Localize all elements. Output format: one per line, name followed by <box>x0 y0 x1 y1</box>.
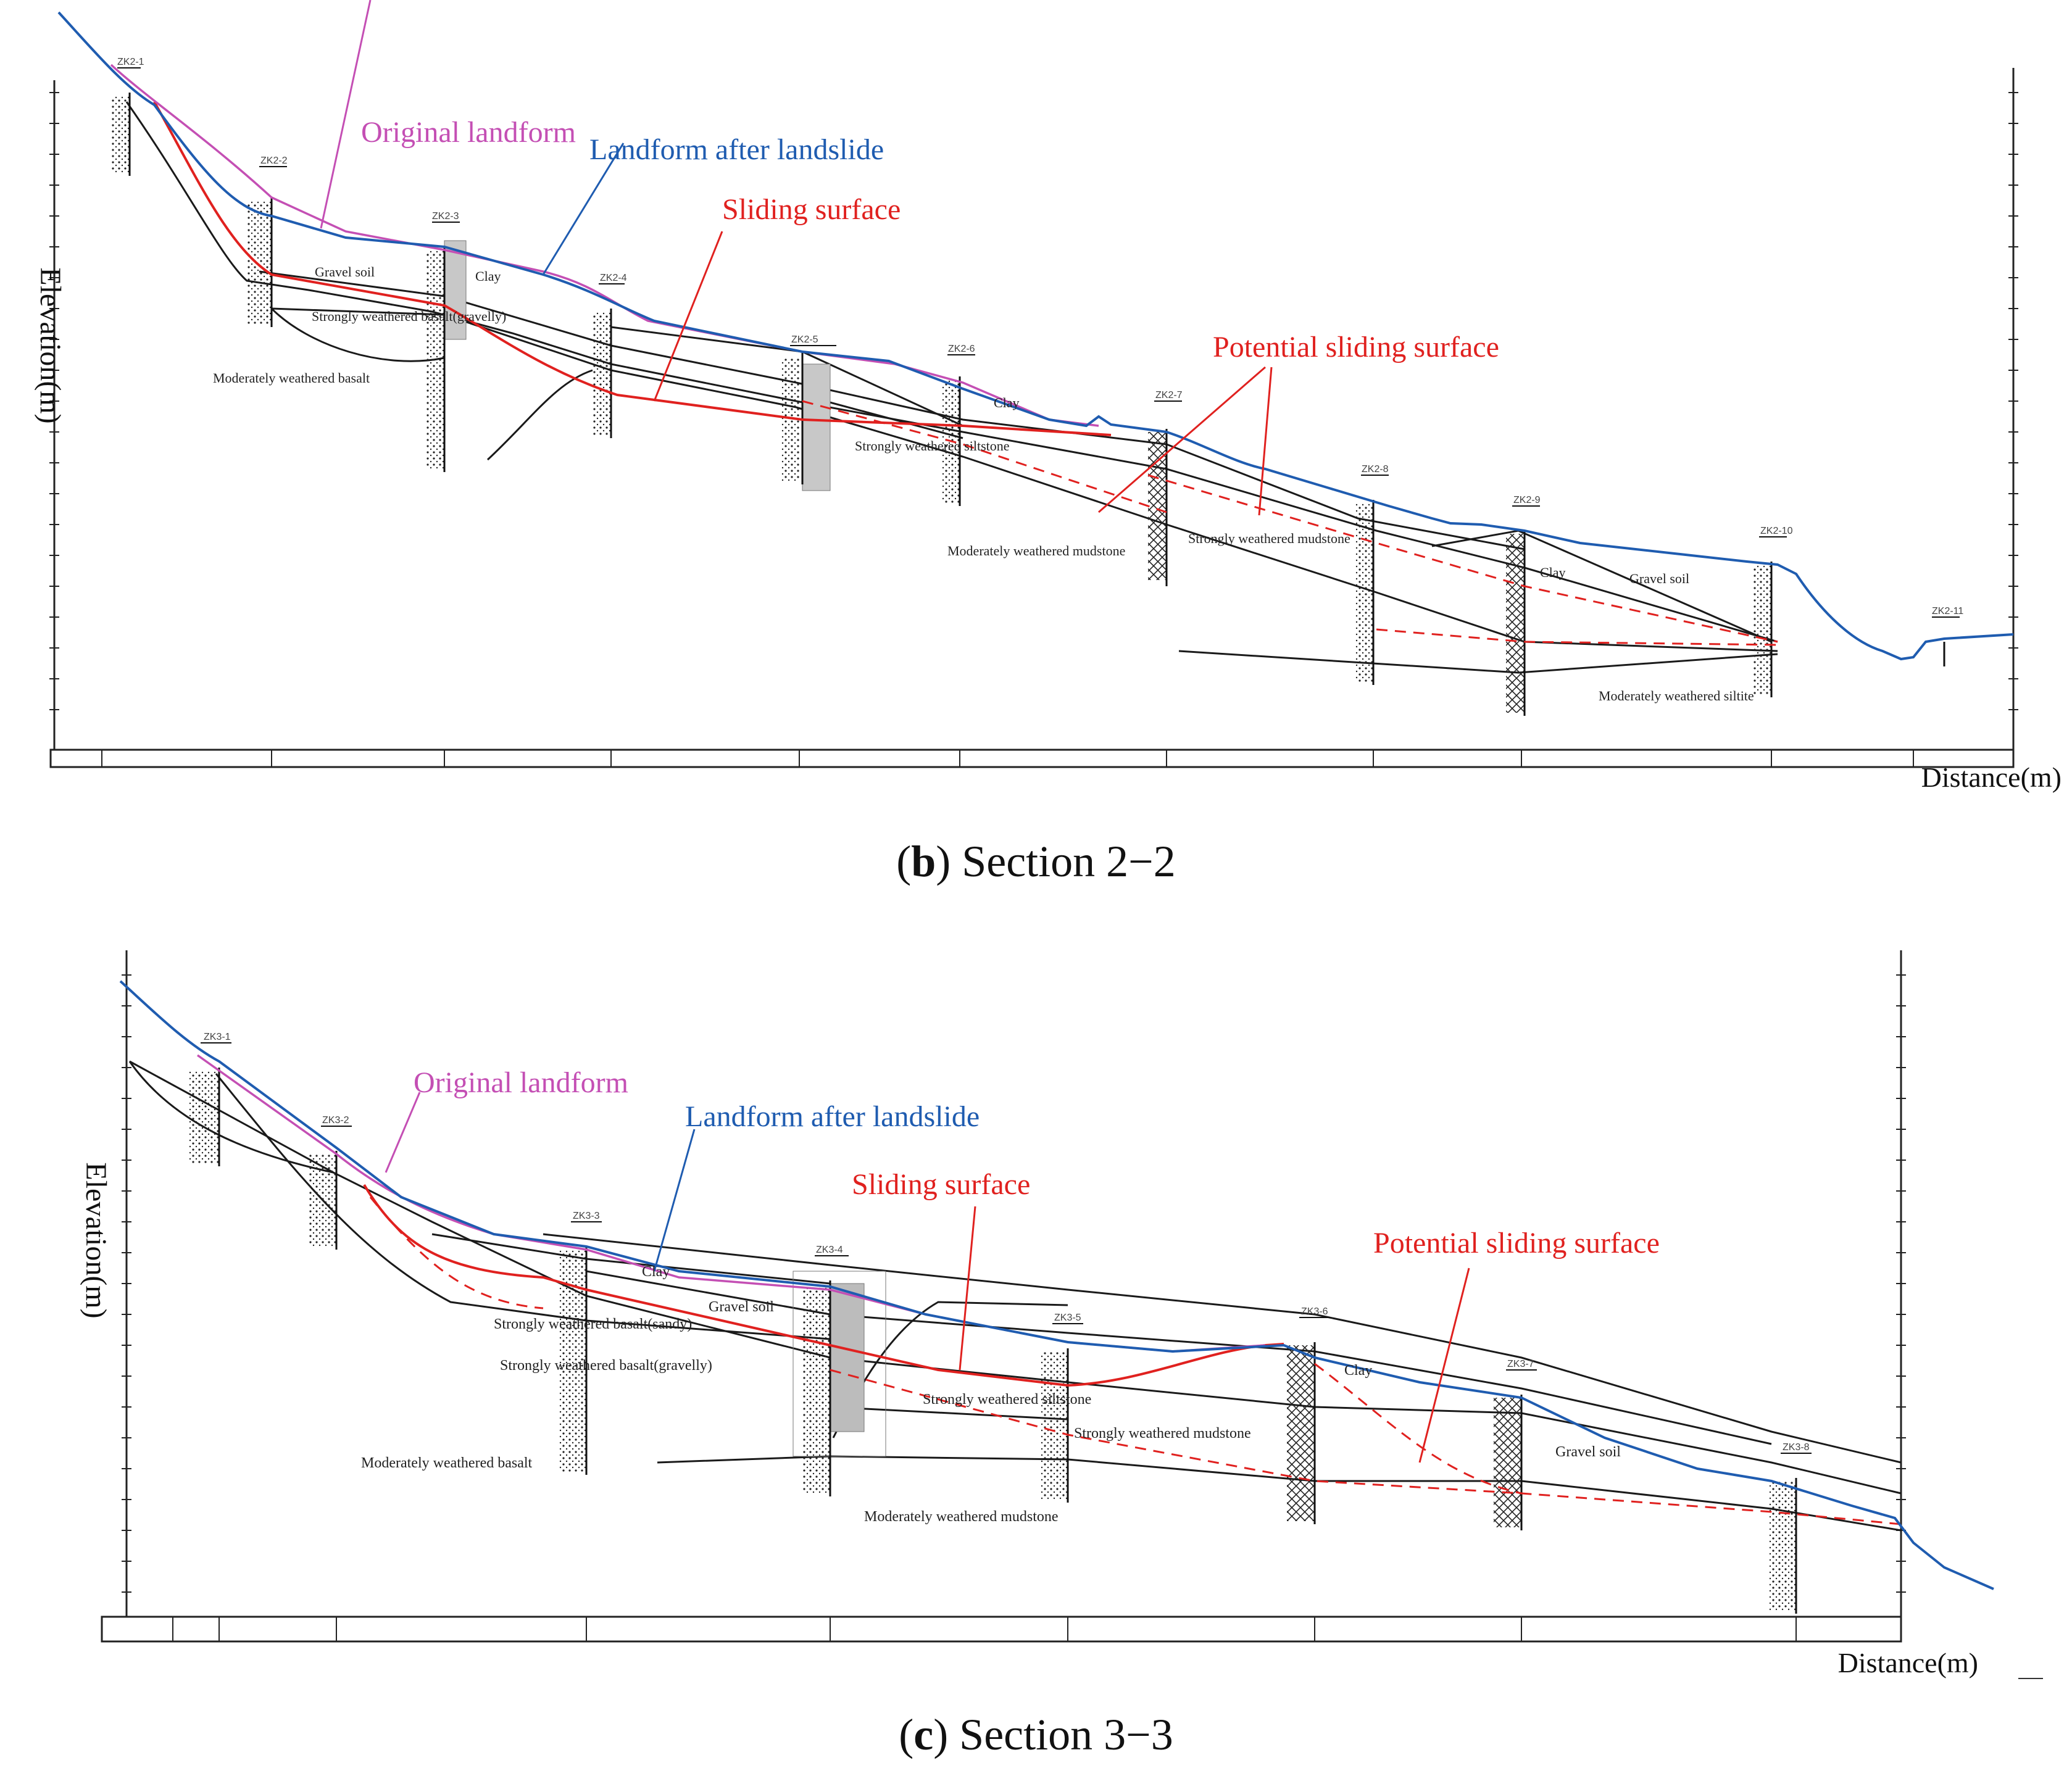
panel-b-ylabel: Elevation(m) <box>34 267 67 423</box>
borehole-label: ZK2-6 <box>948 344 975 354</box>
borehole <box>1753 536 1787 697</box>
panel-c-potential-label: Potential sliding surface <box>1373 1227 1660 1259</box>
stratum-label: Clay <box>1540 565 1566 580</box>
borehole <box>593 283 625 438</box>
panel-b-original-label: Original landform <box>361 116 576 149</box>
panel-c-ylabel: Elevation(m) <box>80 1162 112 1318</box>
panel-b-boreholes <box>111 67 1960 716</box>
panel-b-pointers <box>320 0 1273 516</box>
stratum-label: Gravel soil <box>1629 571 1689 586</box>
stratum-label: Clay <box>475 268 501 284</box>
panel-c-after-landslide-line <box>119 980 1994 1590</box>
panel-c: Elevation(m) Distance(m) Original landfo… <box>80 950 2043 1679</box>
borehole <box>1287 1317 1330 1524</box>
borehole-label: ZK2-9 <box>1513 495 1541 505</box>
caption-c: (c) Section 3−3 <box>899 1710 1173 1759</box>
borehole <box>1355 475 1389 685</box>
panel-b-xlabel: Distance(m) <box>1921 761 2062 793</box>
panel-b-after-label: Landform after landslide <box>589 133 884 166</box>
stratum-label: Moderately weathered basalt <box>361 1455 533 1471</box>
borehole <box>1148 400 1182 586</box>
stratum-label: Gravel soil <box>709 1299 774 1315</box>
panel-c-sliding-label: Sliding surface <box>852 1168 1030 1201</box>
panel-c-borehole-labels: ZK3-1 ZK3-2 ZK3-3 ZK3-4 ZK3-5 ZK3-6 ZK3-… <box>204 1032 1810 1453</box>
caption-c-letter: c <box>913 1710 934 1759</box>
panel-c-potential-sliding-line <box>369 1197 1902 1525</box>
stratum-label: Clay <box>642 1264 670 1280</box>
panel-b-after-landslide-line <box>57 11 2014 661</box>
borehole <box>1506 505 1540 716</box>
panel-b-strata-lines <box>125 101 1778 674</box>
caption-c-text: Section 3−3 <box>959 1710 1173 1759</box>
panel-c-pointers <box>385 1092 1470 1463</box>
stratum-label: Strongly weathered siltstone <box>855 438 1010 454</box>
stratum-label: Gravel soil <box>315 264 375 280</box>
borehole-label: ZK3-5 <box>1054 1313 1081 1323</box>
borehole-label: ZK3-4 <box>816 1245 843 1255</box>
borehole <box>188 1042 231 1166</box>
panel-c-original-label: Original landform <box>414 1066 628 1099</box>
borehole-label: ZK3-3 <box>573 1211 600 1221</box>
panel-c-xlabel: Distance(m) <box>1838 1647 1978 1678</box>
panel-b-borehole-labels: ZK2-1 ZK2-2 ZK2-3 ZK2-4 ZK2-5 ZK2-6 ZK2-… <box>117 57 1963 616</box>
stratum-label: Clay <box>994 395 1020 410</box>
borehole <box>793 1255 886 1496</box>
panel-b: Elevation(m) Distance(m) Original landfo… <box>34 0 2062 793</box>
stratum-label: Strongly weathered basalt(sandy) <box>494 1316 692 1332</box>
panel-c-strata-labels: Clay Gravel soil Strongly weathered basa… <box>361 1264 1621 1525</box>
stratum-label: Strongly weathered basalt(gravelly) <box>500 1358 712 1374</box>
panel-b-original-landform-line <box>110 64 1099 427</box>
borehole-label: ZK2-8 <box>1362 464 1389 475</box>
borehole-label: ZK3-1 <box>204 1032 231 1042</box>
borehole-label: ZK2-11 <box>1932 606 1963 616</box>
borehole <box>1040 1323 1083 1503</box>
panel-b-sliding-surface-line <box>153 101 1112 436</box>
borehole-label: ZK3-2 <box>322 1115 349 1126</box>
borehole-label: ZK2-3 <box>432 211 459 222</box>
borehole <box>1768 1453 1812 1614</box>
borehole <box>1494 1369 1537 1530</box>
borehole-label: ZK2-4 <box>600 273 627 283</box>
caption-b: (b) Section 2−2 <box>896 837 1176 886</box>
panel-c-boreholes <box>188 1042 1812 1614</box>
panel-b-strata-labels: Gravel soil Clay Strongly weathered basa… <box>213 264 1754 703</box>
panel-b-frame <box>49 68 2018 768</box>
panel-b-sliding-label: Sliding surface <box>722 193 901 226</box>
borehole <box>111 67 141 176</box>
stratum-label: Moderately weathered siltite <box>1599 688 1754 703</box>
caption-b-text: Section 2−2 <box>962 837 1176 886</box>
borehole-label: ZK2-5 <box>791 334 818 345</box>
borehole <box>247 166 287 327</box>
stratum-label: Clay <box>1344 1363 1372 1379</box>
borehole <box>1932 616 1960 666</box>
stratum-label: Moderately weathered basalt <box>213 370 370 386</box>
panel-c-sliding-surface-line <box>363 1184 1284 1387</box>
stratum-label: Strongly weathered basalt(gravelly) <box>312 309 506 324</box>
borehole-label: ZK2-7 <box>1155 390 1183 400</box>
panel-c-original-landform-line <box>196 1054 1266 1353</box>
panel-b-potential-sliding-line <box>802 400 1778 646</box>
borehole-label: ZK3-8 <box>1783 1442 1810 1453</box>
borehole-label: ZK3-6 <box>1301 1306 1328 1317</box>
stratum-label: Moderately weathered mudstone <box>864 1509 1059 1525</box>
borehole-label: ZK3-7 <box>1507 1359 1534 1369</box>
borehole <box>309 1126 352 1250</box>
borehole-label: ZK2-1 <box>117 57 144 67</box>
panel-b-potential-label: Potential sliding surface <box>1213 331 1499 363</box>
borehole-label: ZK2-10 <box>1760 526 1793 536</box>
stratum-label: Gravel soil <box>1555 1444 1621 1460</box>
stratum-label: Strongly weathered mudstone <box>1074 1425 1251 1442</box>
panel-c-frame <box>101 950 1906 1643</box>
panel-c-after-label: Landform after landslide <box>685 1100 980 1133</box>
borehole <box>426 222 467 472</box>
borehole-label: ZK2-2 <box>260 156 288 166</box>
borehole <box>781 345 836 491</box>
stratum-label: Strongly weathered siltstone <box>923 1392 1091 1408</box>
stratum-label: Strongly weathered mudstone <box>1188 531 1350 546</box>
stratum-label: Moderately weathered mudstone <box>947 543 1125 558</box>
caption-b-letter: b <box>911 837 936 886</box>
